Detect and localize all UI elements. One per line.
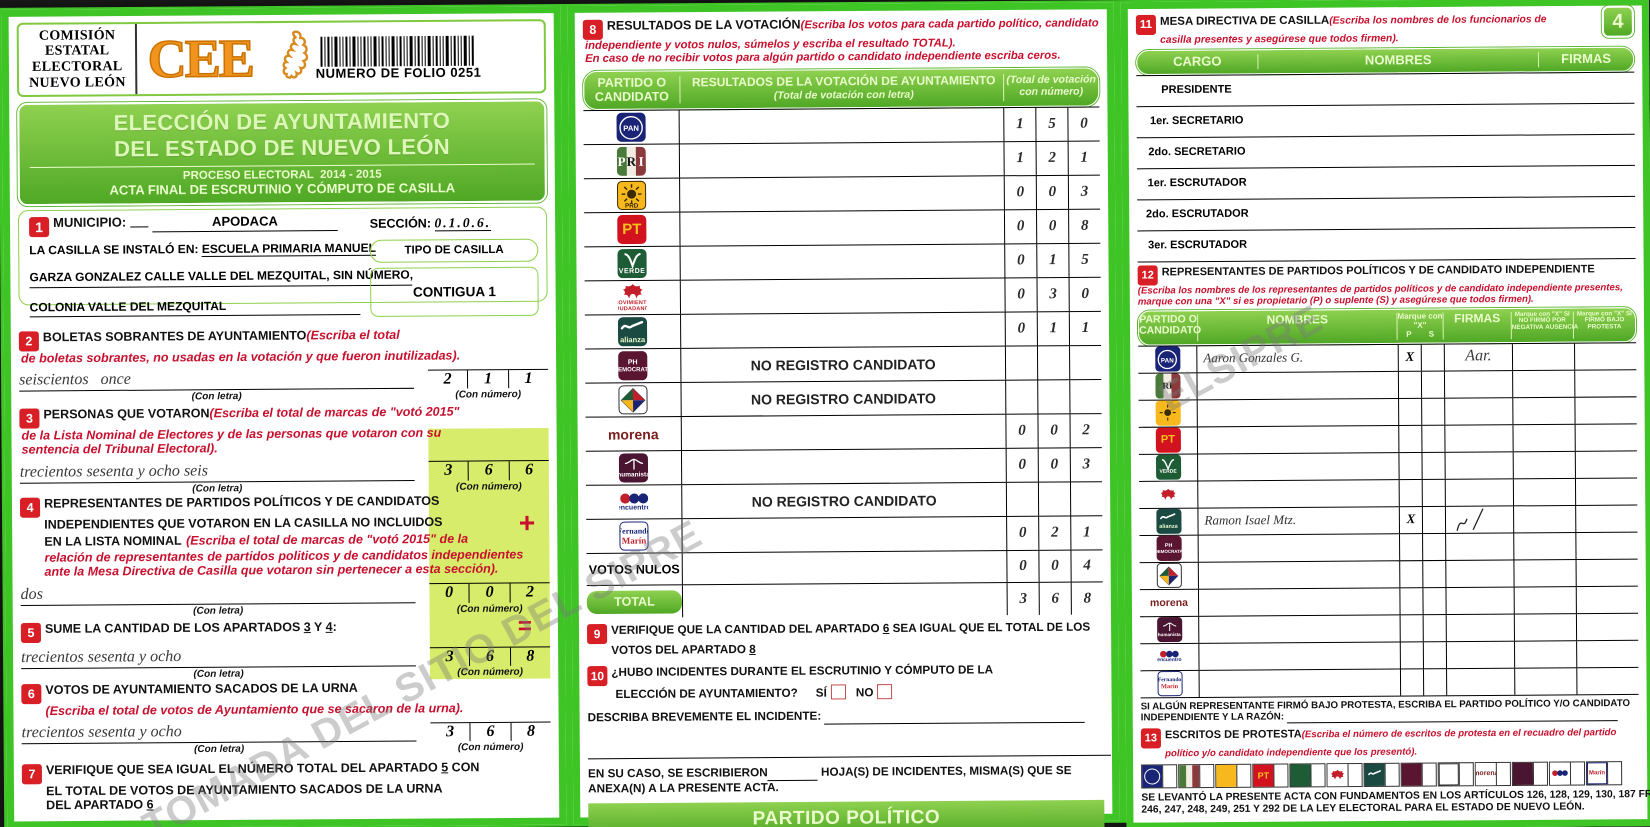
svg-text:PRD: PRD	[625, 203, 639, 210]
svg-text:PAN: PAN	[623, 124, 639, 133]
svg-text:PAN: PAN	[1161, 357, 1174, 364]
